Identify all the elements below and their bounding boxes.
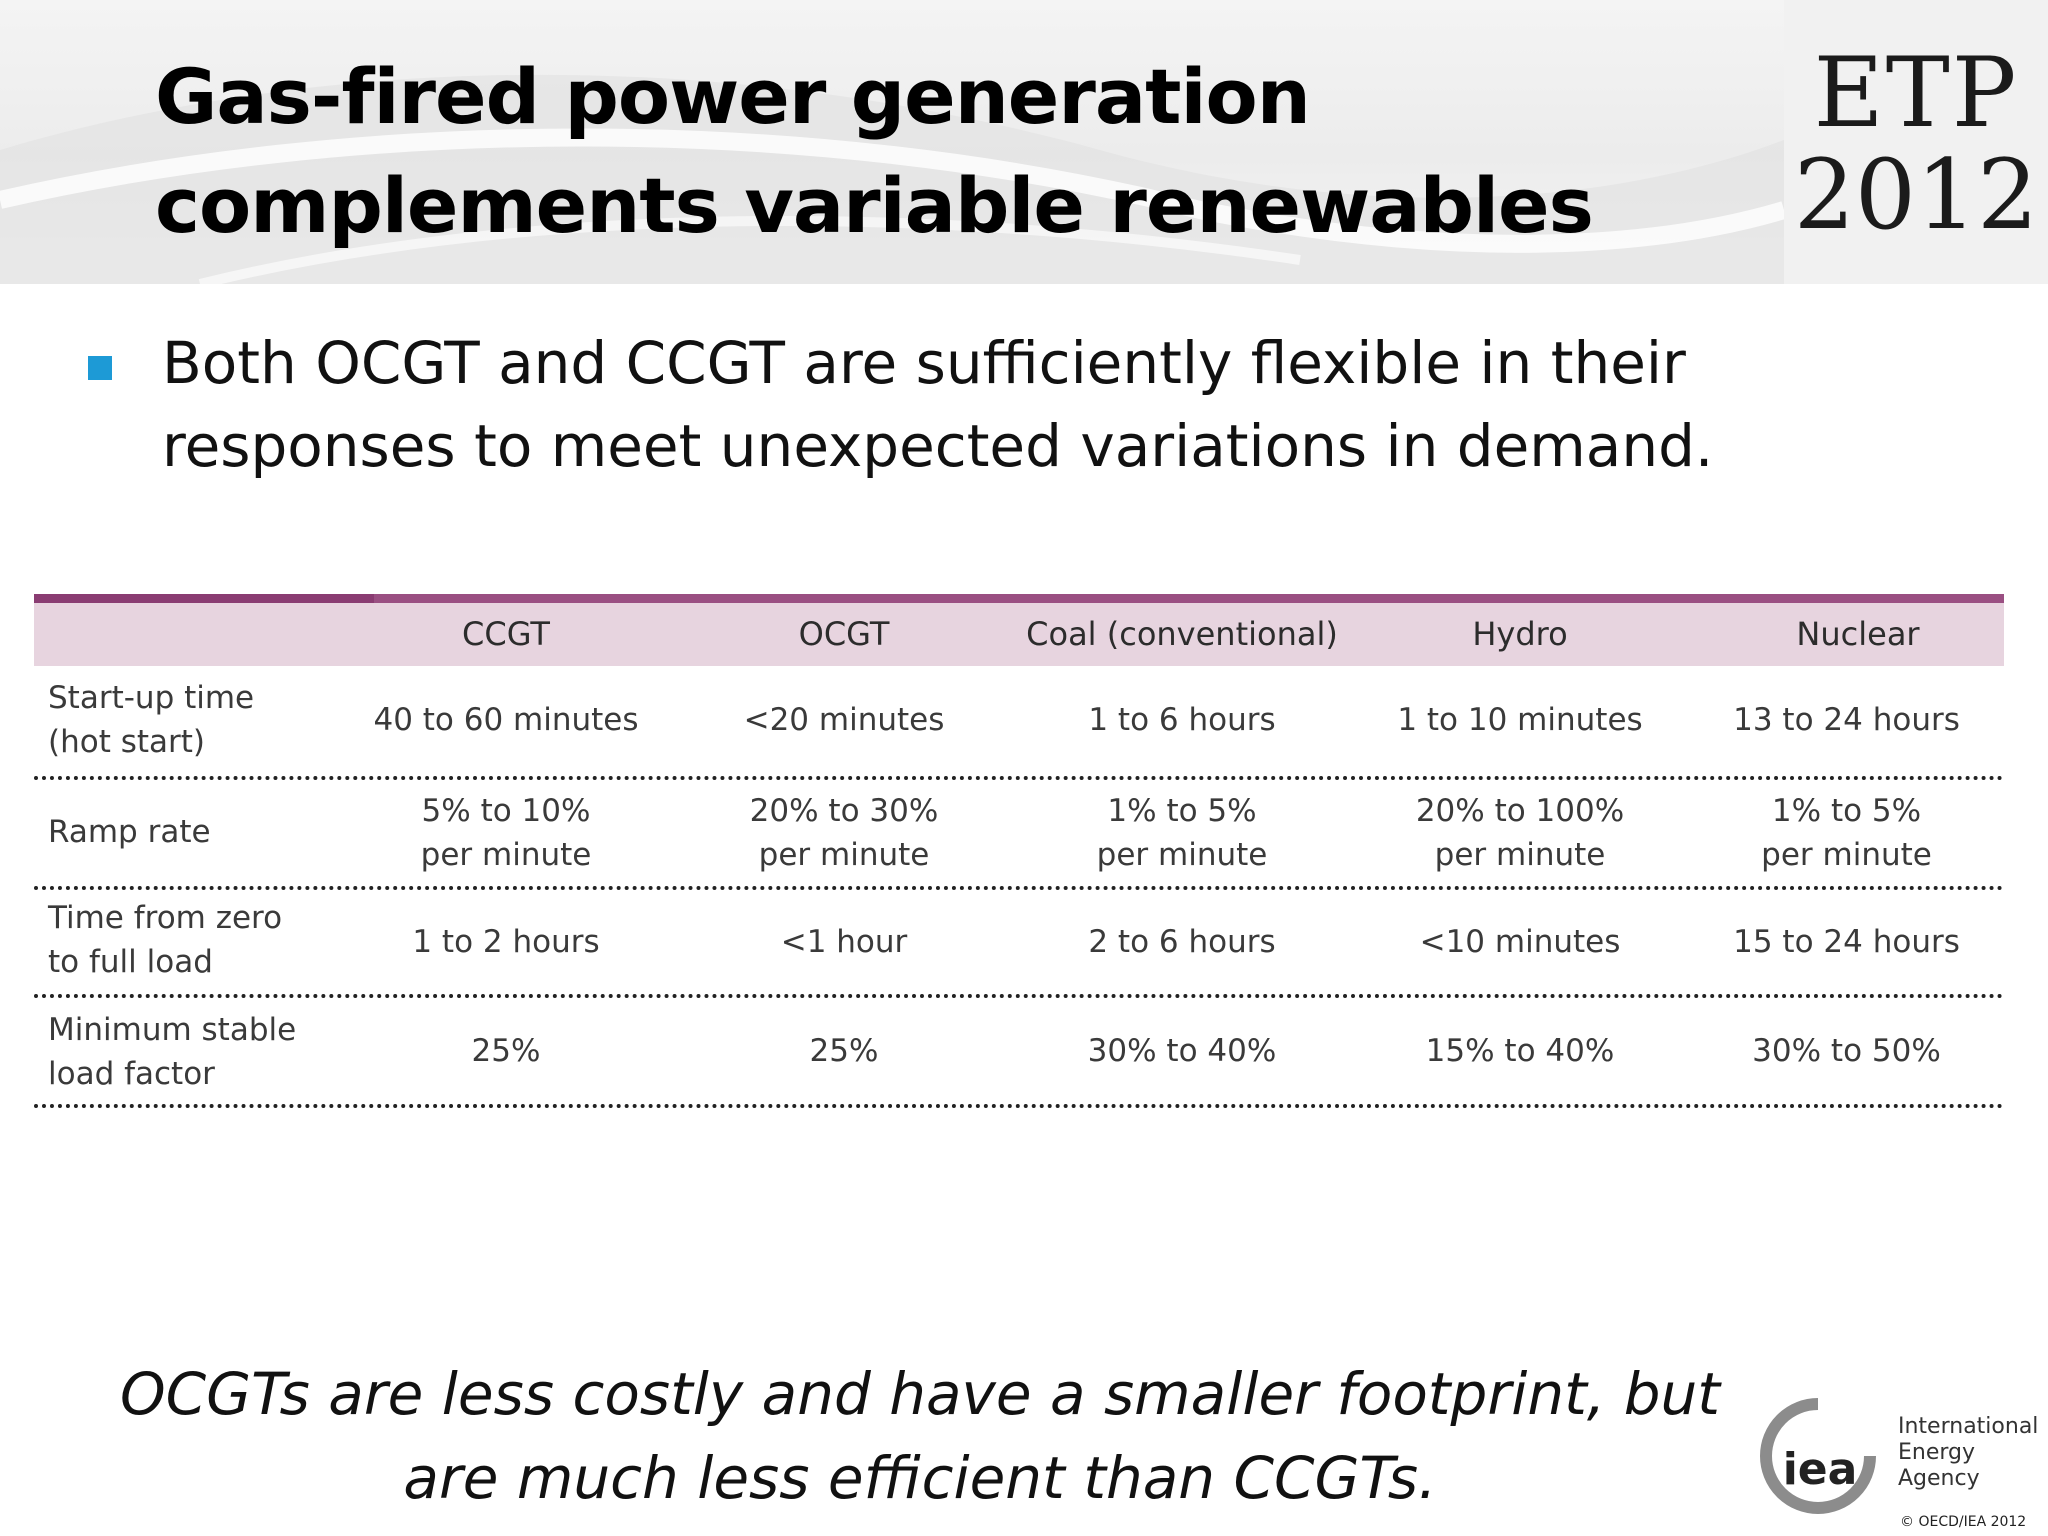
badge-line1: ETP [1813,37,2019,149]
row-divider [34,994,2004,998]
table-cell: 30% to 50% [1752,1033,1941,1069]
table-cell: 20% to 30% per minute [749,793,939,873]
table-row-time-to-full-load: Time from zero to full load 1 to 2 hours … [34,890,2004,994]
bullet-text: Both OCGT and CCGT are sufficiently flex… [162,329,1714,480]
column-header-ocgt: OCGT [798,615,890,653]
iea-logo-icon: iea [1760,1398,1876,1514]
row-divider [34,886,2004,890]
table-cell: 1 to 10 minutes [1397,702,1643,738]
table-header-row: CCGT OCGT Coal (conventional) Hydro Nucl… [34,603,2004,666]
table-cell: 13 to 24 hours [1733,702,1960,738]
row-divider [34,1104,2004,1108]
iea-logo-text: iea [1783,1444,1858,1495]
row-label: Ramp rate [48,814,211,850]
footnote-italic: OCGTs are less costly and have a smaller… [120,1360,1721,1512]
table-cell: <1 hour [780,924,908,960]
column-header-hydro: Hydro [1472,615,1568,653]
table-cell: <10 minutes [1419,924,1621,960]
table-cell: 2 to 6 hours [1088,924,1276,960]
table-top-rule [34,594,2004,603]
table-cell: 1% to 5% per minute [1761,793,1932,873]
table-cell: 40 to 60 minutes [373,702,639,738]
table-cell: 1% to 5% per minute [1096,793,1268,873]
column-header-coal: Coal (conventional) [1026,615,1338,653]
table-cell: 5% to 10% per minute [420,793,592,873]
table-cell: 25% [471,1033,541,1069]
row-label: Start-up time (hot start) [48,680,255,760]
table-cell: <20 minutes [743,702,945,738]
table-cell: 30% to 40% [1087,1033,1277,1069]
copyright: © OECD/IEA 2012 [1900,1514,2027,1530]
table-cell: 1 to 2 hours [412,924,600,960]
table-cell: 15% to 40% [1425,1033,1615,1069]
table-cell: 25% [809,1033,879,1069]
table-cell: 20% to 100% per minute [1415,793,1625,873]
slide-title: Gas-fired power generation complements v… [155,52,1594,250]
table-row-startup-time: Start-up time (hot start) 40 to 60 minute… [34,666,2004,774]
header-swoosh-decoration [0,74,1784,284]
iea-name: International Energy Agency [1898,1414,2039,1491]
table-cell: 1 to 6 hours [1088,702,1276,738]
row-label: Minimum stable load factor [48,1012,297,1092]
badge-line2: 2012 [1793,139,2039,251]
etp-2012-badge: ETP 2012 [1784,0,2048,284]
column-header-nuclear: Nuclear [1796,615,1920,653]
bullet-square-icon [88,356,112,380]
row-label: Time from zero to full load [48,900,283,980]
header-band: Gas-fired power generation complements v… [0,0,1784,284]
table-top-rule-accent [34,594,374,603]
column-header-ccgt: CCGT [462,615,550,653]
row-divider [34,776,2004,780]
table-row-ramp-rate: Ramp rate 5% to 10% per minute 20% to 30%… [34,780,2004,886]
table-row-min-stable-load: Minimum stable load factor 25% 25% 30% to… [34,998,2004,1104]
table-cell: 15 to 24 hours [1733,924,1960,960]
